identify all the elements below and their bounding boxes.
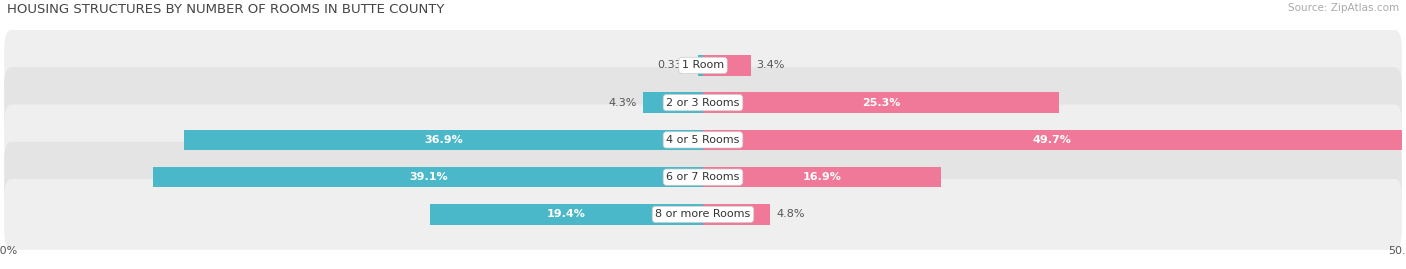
Text: 16.9%: 16.9% xyxy=(803,172,841,182)
Text: 0.33%: 0.33% xyxy=(658,60,693,70)
Text: 2 or 3 Rooms: 2 or 3 Rooms xyxy=(666,98,740,108)
Bar xyxy=(430,204,703,225)
Bar xyxy=(703,55,751,76)
FancyBboxPatch shape xyxy=(4,142,1402,213)
Text: 36.9%: 36.9% xyxy=(425,135,463,145)
FancyBboxPatch shape xyxy=(4,104,1402,175)
Text: 4.3%: 4.3% xyxy=(609,98,637,108)
Text: 49.7%: 49.7% xyxy=(1033,135,1071,145)
FancyBboxPatch shape xyxy=(4,30,1402,101)
Bar xyxy=(703,92,1059,113)
FancyBboxPatch shape xyxy=(4,179,1402,250)
FancyBboxPatch shape xyxy=(4,67,1402,138)
Bar xyxy=(703,204,770,225)
Text: 25.3%: 25.3% xyxy=(862,98,900,108)
Text: 6 or 7 Rooms: 6 or 7 Rooms xyxy=(666,172,740,182)
Bar xyxy=(184,130,703,150)
Text: 39.1%: 39.1% xyxy=(409,172,447,182)
Bar xyxy=(703,130,1402,150)
Bar xyxy=(699,55,703,76)
Text: 19.4%: 19.4% xyxy=(547,209,586,220)
Text: 8 or more Rooms: 8 or more Rooms xyxy=(655,209,751,220)
Text: 1 Room: 1 Room xyxy=(682,60,724,70)
Bar xyxy=(703,167,941,187)
Text: Source: ZipAtlas.com: Source: ZipAtlas.com xyxy=(1288,3,1399,13)
Text: 4.8%: 4.8% xyxy=(776,209,804,220)
Text: HOUSING STRUCTURES BY NUMBER OF ROOMS IN BUTTE COUNTY: HOUSING STRUCTURES BY NUMBER OF ROOMS IN… xyxy=(7,3,444,16)
Text: 3.4%: 3.4% xyxy=(756,60,785,70)
Bar xyxy=(153,167,703,187)
Bar xyxy=(643,92,703,113)
Text: 4 or 5 Rooms: 4 or 5 Rooms xyxy=(666,135,740,145)
